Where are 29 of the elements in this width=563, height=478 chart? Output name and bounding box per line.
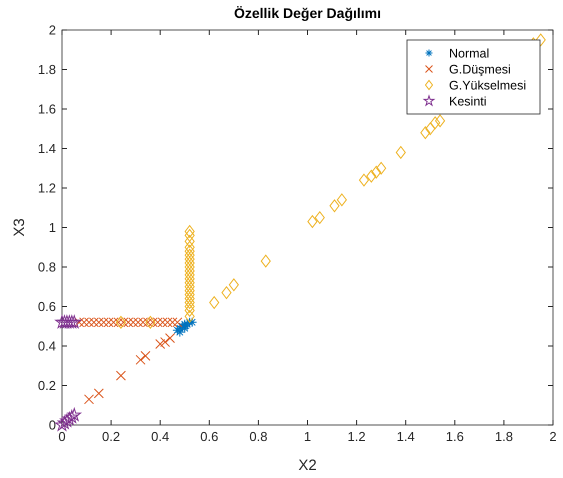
y-tick-label: 1.8 xyxy=(38,62,56,77)
x-tick-label: 2 xyxy=(549,429,557,444)
legend-label: Normal xyxy=(449,46,490,60)
x-tick-label: 0.4 xyxy=(151,429,170,444)
chart-title: Özellik Değer Dağılımı xyxy=(234,5,382,21)
y-tick-label: 2 xyxy=(48,22,56,38)
y-tick-label: 0 xyxy=(48,418,56,432)
x-axis-title: X2 xyxy=(298,457,317,474)
y-tick-label: 1.6 xyxy=(38,102,56,116)
x-tick-label: 1.2 xyxy=(348,429,366,444)
x-tick-label: 1.4 xyxy=(396,429,415,444)
y-tick-label: 0.8 xyxy=(38,260,56,274)
y-axis-title: X3 xyxy=(11,218,28,237)
legend-label: G.Yükselmesi xyxy=(449,78,526,92)
y-tick-label: 1 xyxy=(48,220,56,235)
x-tick-label: 0.8 xyxy=(249,429,268,444)
legend-label: Kesinti xyxy=(449,94,487,108)
y-tick-label: 0.4 xyxy=(38,338,56,354)
x-tick-label: 1 xyxy=(304,429,312,444)
x-tick-label: 0.2 xyxy=(102,429,120,444)
y-tick-label: 1.4 xyxy=(38,141,56,156)
y-tick-label: 1.2 xyxy=(38,180,56,196)
x-tick-label: 1.6 xyxy=(446,429,464,444)
x-tick-label: 0.6 xyxy=(200,429,218,444)
legend-label: G.Düşmesi xyxy=(449,62,511,76)
y-tick-label: 0.6 xyxy=(38,299,56,314)
x-tick-label: 1.8 xyxy=(494,429,513,444)
x-tick-label: 0 xyxy=(58,429,66,444)
y-tick-label: 0.2 xyxy=(38,378,56,393)
